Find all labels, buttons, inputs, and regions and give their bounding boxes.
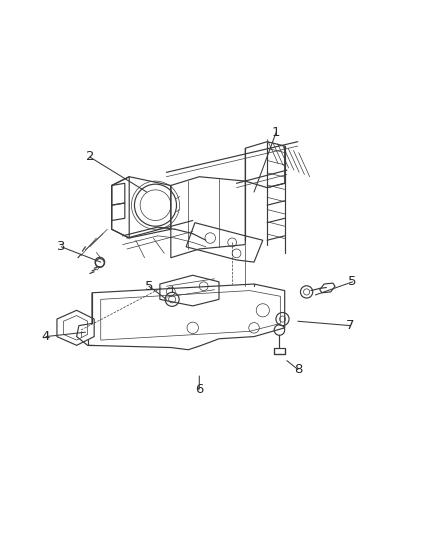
- Text: 4: 4: [42, 330, 50, 343]
- Text: 6: 6: [195, 383, 204, 395]
- Text: 5: 5: [348, 276, 357, 288]
- Text: 7: 7: [346, 319, 355, 332]
- Text: 2: 2: [85, 150, 94, 164]
- Text: 5: 5: [145, 280, 153, 293]
- Text: 3: 3: [57, 240, 66, 253]
- Text: 1: 1: [272, 126, 280, 140]
- Text: 8: 8: [293, 363, 302, 376]
